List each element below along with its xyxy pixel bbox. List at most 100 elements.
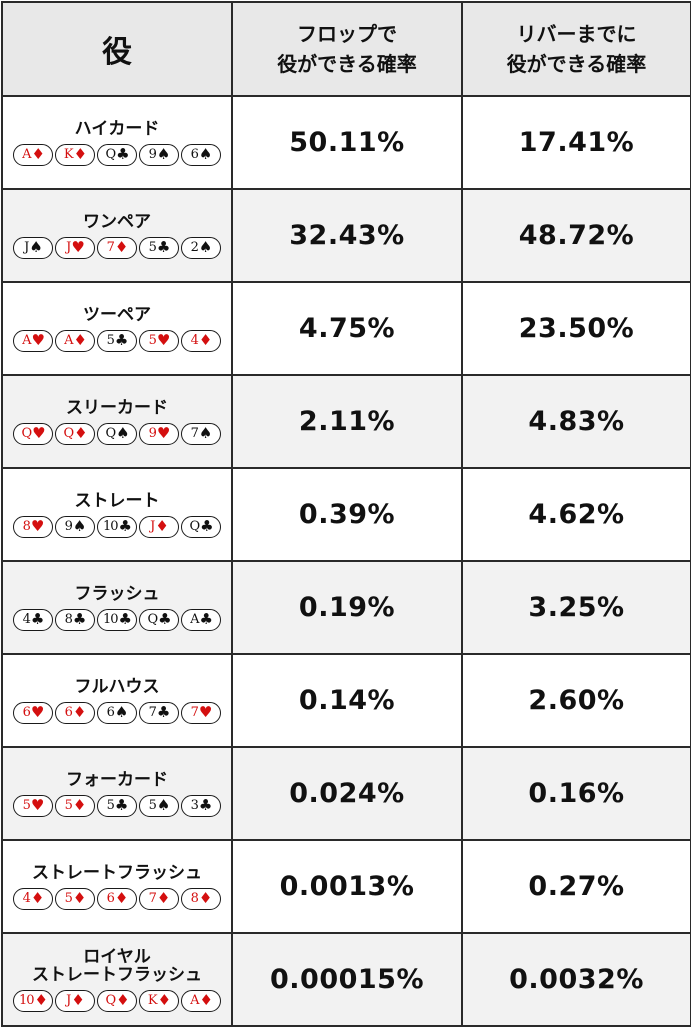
card-rank: 5	[64, 798, 73, 813]
playing-card: 7 ♦	[97, 236, 137, 259]
card-rank: 7	[190, 426, 199, 441]
table-row: ストレート 8 ♥ 9 ♠ 10 ♣ J ♦ Q ♣ 0.39% 4.62%	[1, 467, 691, 562]
hand-cell: ハイカード A ♦ K ♦ Q ♣ 9 ♠ 6 ♠	[1, 95, 233, 190]
card-suit-icon: ♣	[114, 331, 128, 349]
card-rank: K	[147, 993, 158, 1008]
playing-card: J ♠	[13, 236, 53, 259]
river-probability: 23.50%	[461, 281, 691, 376]
playing-card: 5 ♣	[97, 329, 137, 352]
table-row: スリーカード Q ♥ Q ♦ Q ♠ 9 ♥ 7 ♠ 2.11% 4.83%	[1, 374, 691, 469]
table-row: フォーカード 5 ♥ 5 ♦ 5 ♣ 5 ♠ 3 ♣ 0.024% 0.16%	[1, 746, 691, 841]
card-suit-icon: ♦	[155, 517, 168, 535]
hand-cell: ワンペア J ♠ J ♥ 7 ♦ 5 ♣ 2 ♠	[1, 188, 233, 283]
table-row: フラッシュ 4 ♣ 8 ♣ 10 ♣ Q ♣ A ♣ 0.19% 3.25%	[1, 560, 691, 655]
playing-card: J ♦	[139, 515, 179, 538]
card-suit-icon: ♣	[158, 610, 171, 628]
playing-card: J ♥	[55, 236, 95, 259]
card-suit-icon: ♥	[30, 796, 44, 814]
card-suit-icon: ♦	[74, 424, 87, 442]
card-rank: Q	[21, 426, 32, 441]
playing-card: 5 ♥	[13, 794, 53, 817]
card-rank: 5	[148, 333, 157, 348]
playing-card: 8 ♣	[55, 608, 95, 631]
card-rank: A	[22, 147, 31, 162]
card-suit-icon: ♥	[156, 424, 170, 442]
card-rank: 4	[190, 333, 199, 348]
card-suit-icon: ♠	[116, 424, 129, 442]
playing-card: 7 ♣	[139, 701, 179, 724]
table-row: ストレートフラッシュ 4 ♦ 5 ♦ 6 ♦ 7 ♦ 8 ♦ 0.0013% 0.27%	[1, 839, 691, 934]
card-rank: Q	[189, 519, 200, 534]
river-probability: 0.27%	[461, 839, 691, 934]
card-rank: 5	[106, 798, 115, 813]
card-rank: J	[66, 993, 71, 1008]
playing-card: 5 ♥	[139, 329, 179, 352]
playing-card: 4 ♦	[181, 329, 221, 352]
river-probability: 2.60%	[461, 653, 691, 748]
river-probability: 0.0032%	[461, 932, 691, 1027]
card-suit-icon: ♠	[198, 238, 212, 256]
card-suit-icon: ♦	[73, 331, 86, 349]
playing-card: 7 ♠	[181, 422, 221, 445]
hand-cell: フラッシュ 4 ♣ 8 ♣ 10 ♣ Q ♣ A ♣	[1, 560, 233, 655]
card-rank: 7	[148, 891, 157, 906]
card-suit-icon: ♣	[156, 238, 170, 256]
playing-card: 5 ♦	[55, 794, 95, 817]
river-probability: 4.83%	[461, 374, 691, 469]
playing-card: 6 ♥	[13, 701, 53, 724]
card-suit-icon: ♦	[198, 889, 212, 907]
playing-card: Q ♣	[181, 515, 221, 538]
playing-card: 5 ♦	[55, 887, 95, 910]
playing-card: 5 ♠	[139, 794, 179, 817]
hand-name: フォーカード	[66, 769, 168, 790]
table-row: ツーペア A ♥ A ♦ 5 ♣ 5 ♥ 4 ♦ 4.75% 23.50%	[1, 281, 691, 376]
card-rank: 8	[190, 891, 199, 906]
card-rank: 7	[106, 240, 115, 255]
flop-probability: 0.00015%	[231, 932, 463, 1027]
card-suit-icon: ♣	[116, 145, 129, 163]
card-rank: Q	[105, 993, 116, 1008]
table-row: ハイカード A ♦ K ♦ Q ♣ 9 ♠ 6 ♠ 50.11% 17.41%	[1, 95, 691, 190]
card-suit-icon: ♠	[156, 145, 170, 163]
playing-card: 2 ♠	[181, 236, 221, 259]
card-suit-icon: ♦	[72, 703, 86, 721]
card-rank: J	[150, 519, 155, 534]
playing-card: 6 ♠	[97, 701, 137, 724]
flop-probability: 0.14%	[231, 653, 463, 748]
card-rank: 5	[64, 891, 73, 906]
playing-card: 8 ♥	[13, 515, 53, 538]
example-cards: 6 ♥ 6 ♦ 6 ♠ 7 ♣ 7 ♥	[3, 701, 231, 724]
playing-card: 3 ♣	[181, 794, 221, 817]
header-row: 役 フロップで 役ができる確率 リバーまでに 役ができる確率	[1, 1, 691, 97]
hand-name: フルハウス	[74, 676, 160, 697]
card-suit-icon: ♥	[156, 331, 170, 349]
card-suit-icon: ♣	[198, 796, 212, 814]
card-rank: 6	[106, 705, 115, 720]
card-rank: A	[190, 612, 199, 627]
card-suit-icon: ♦	[157, 991, 171, 1009]
card-rank: 5	[22, 798, 31, 813]
playing-card: Q ♥	[13, 422, 53, 445]
flop-probability: 32.43%	[231, 188, 463, 283]
card-suit-icon: ♦	[30, 889, 44, 907]
example-cards: A ♥ A ♦ 5 ♣ 5 ♥ 4 ♦	[3, 329, 231, 352]
card-suit-icon: ♣	[72, 610, 86, 628]
table-row: ロイヤル ストレートフラッシュ 10 ♦ J ♦ Q ♦ K ♦ A ♦ 0.00015% 0.0032…	[1, 932, 691, 1027]
card-suit-icon: ♦	[72, 889, 86, 907]
river-probability: 3.25%	[461, 560, 691, 655]
card-rank: 5	[106, 333, 115, 348]
card-suit-icon: ♣	[118, 517, 132, 535]
card-suit-icon: ♠	[198, 145, 212, 163]
hand-cell: ロイヤル ストレートフラッシュ 10 ♦ J ♦ Q ♦ K ♦ A ♦	[1, 932, 233, 1027]
card-rank: 4	[22, 612, 31, 627]
card-suit-icon: ♦	[72, 796, 86, 814]
example-cards: Q ♥ Q ♦ Q ♠ 9 ♥ 7 ♠	[3, 422, 231, 445]
card-rank: 9	[148, 147, 157, 162]
river-probability: 17.41%	[461, 95, 691, 190]
playing-card: 7 ♦	[139, 887, 179, 910]
card-suit-icon: ♥	[198, 703, 212, 721]
card-rank: 6	[64, 705, 73, 720]
flop-probability: 0.39%	[231, 467, 463, 562]
card-rank: J	[66, 240, 71, 255]
playing-card: Q ♣	[97, 143, 137, 166]
